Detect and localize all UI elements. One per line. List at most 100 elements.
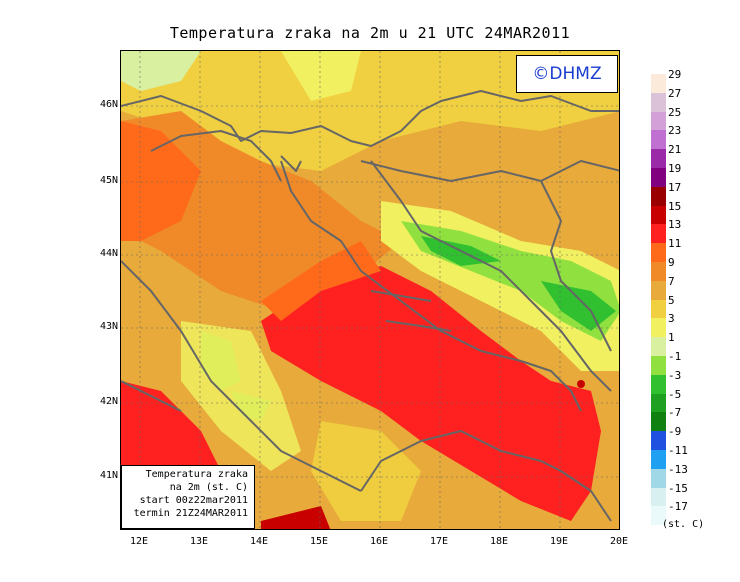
lat-label: 45N [99, 175, 118, 186]
info-line-1: Temperatura zraka [145, 469, 248, 480]
lon-label: 12E [129, 536, 149, 547]
north-zone [121, 51, 619, 171]
lon-label: 16E [369, 536, 389, 547]
legend-item: -7 [651, 406, 740, 432]
legend-unit: (st. C) [662, 519, 705, 530]
legend-swatch [651, 450, 666, 469]
legend-label: 29 [668, 68, 682, 81]
chart-title: Temperatura zraka na 2m u 21 UTC 24MAR20… [169, 24, 571, 42]
legend-item: 21 [651, 143, 740, 169]
adriatic-north-warm-zone [261, 241, 381, 321]
legend-label: 15 [668, 199, 682, 213]
legend-label: 1 [668, 331, 675, 345]
legend-label: 11 [668, 237, 682, 251]
dhmz-watermark: ©DHMZ [516, 55, 618, 93]
legend-swatch [651, 356, 666, 375]
legend-label: -17 [668, 500, 688, 514]
legend-label: 3 [668, 312, 675, 326]
adriatic-warm-zone [261, 266, 601, 521]
legend-swatch [651, 149, 666, 169]
legend-swatch [651, 299, 666, 319]
lat-label: 41N [99, 470, 118, 481]
legend-item: -13 [651, 463, 740, 488]
legend-swatch [651, 468, 666, 488]
legend-label: -5 [668, 387, 682, 401]
legend-item: 3 [651, 312, 740, 338]
temperature-map [120, 50, 620, 530]
legend-swatch [651, 130, 666, 150]
legend-swatch [651, 262, 666, 281]
south-italy-zone [311, 421, 421, 521]
legend-item: 5 [651, 294, 740, 319]
legend-item: -5 [651, 388, 740, 413]
lon-label: 14E [249, 536, 269, 547]
legend-swatch [651, 318, 666, 338]
info-line-3: start 00z22mar2011 [139, 495, 248, 506]
legend-item: 23 [651, 124, 740, 150]
legend-item: 13 [651, 218, 740, 244]
legend-swatch [651, 374, 666, 394]
info-line-2: na 2m (st. C) [169, 482, 248, 493]
legend-label: -11 [668, 444, 688, 457]
northwest-cool-zone [121, 51, 201, 91]
legend-swatch [651, 186, 666, 206]
lon-label: 19E [549, 536, 569, 547]
legend-swatch [651, 393, 666, 413]
legend-label: 7 [668, 274, 675, 288]
north-light-zone [281, 51, 361, 101]
legend-label: 9 [668, 256, 675, 269]
lon-label: 20E [609, 536, 629, 547]
mountain-cold-zone-2 [541, 281, 616, 331]
legend-item: -15 [651, 482, 740, 507]
legend-label: 17 [668, 180, 682, 194]
legend-item: 17 [651, 181, 740, 206]
lat-label: 43N [99, 321, 118, 332]
legend-swatch [651, 412, 666, 432]
lat-label: 46N [99, 99, 118, 110]
lon-label: 15E [309, 536, 329, 547]
legend-label: -7 [668, 406, 682, 420]
legend-item: 1 [651, 331, 740, 357]
legend-item: -9 [651, 425, 740, 451]
lat-label: 42N [99, 396, 118, 407]
legend-label: -3 [668, 368, 682, 382]
legend-label: -13 [668, 462, 688, 476]
legend-item: 9 [651, 256, 740, 281]
hot-spot [577, 380, 585, 388]
coastlines [121, 90, 619, 522]
south-hot-zone [261, 506, 331, 529]
legend-swatch [651, 487, 666, 507]
legend-item: 25 [651, 106, 740, 131]
legend-label: 25 [668, 105, 682, 119]
legend-label: 5 [668, 293, 675, 307]
legend-item: 15 [651, 200, 740, 225]
legend-swatch [651, 168, 666, 187]
legend-swatch [651, 280, 666, 300]
legend-item: 19 [651, 162, 740, 187]
info-line-4: termin 21Z24MAR2011 [133, 508, 248, 519]
legend-swatch [651, 111, 666, 131]
legend-label: 13 [668, 218, 682, 232]
italy-light-zone [181, 321, 301, 471]
lon-label: 18E [489, 536, 509, 547]
temperature-field [121, 51, 619, 529]
legend-label: 19 [668, 162, 682, 175]
legend-item: 27 [651, 87, 740, 112]
lat-label: 44N [99, 248, 118, 259]
legend-label: 27 [668, 86, 682, 100]
legend-item: -1 [651, 350, 740, 375]
legend-label: 23 [668, 124, 682, 138]
legend-swatch [651, 74, 666, 93]
italy-warm-zone [121, 121, 201, 241]
legend-item: -11 [651, 444, 740, 469]
legend-item: -17 [651, 500, 740, 526]
legend-label: -1 [668, 350, 682, 363]
legend-swatch [651, 205, 666, 225]
legend-swatch [651, 337, 666, 357]
info-box: Temperatura zraka na 2m (st. C) start 00… [121, 465, 255, 529]
legend-swatch [651, 506, 666, 526]
legend-label: 21 [668, 143, 682, 157]
legend-item: -3 [651, 369, 740, 394]
legend-item: 29 [651, 68, 740, 93]
legend-swatch [651, 431, 666, 451]
